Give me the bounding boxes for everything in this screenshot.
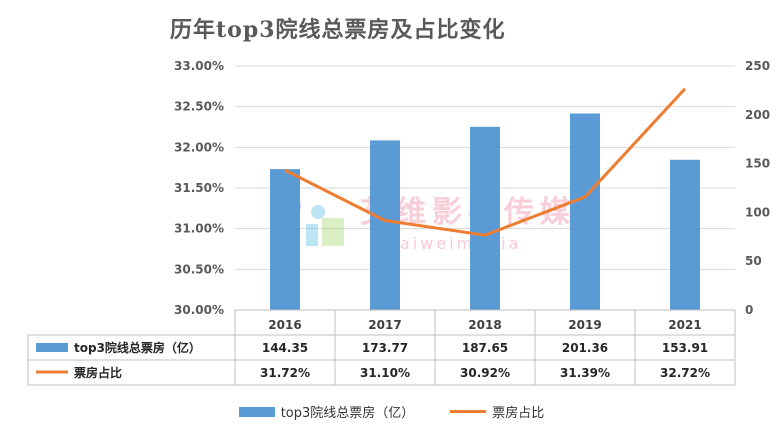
left-axis-tick-label: 32.00% [174,140,224,154]
legend-item-bars: top3院线总票房（亿） [238,402,415,421]
data-label-line: 31.39% [560,366,610,380]
data-table: 2016 2017 2018 2019 2021 top3院线总票房（亿） 144.35 17… [27,309,736,386]
left-axis: 30.00% 30.50% 31.00% 31.50% 32.00% 32.50% 33.0… [174,59,224,317]
data-label-bar: 144.35 [262,341,308,355]
data-label-bar: 173.77 [362,341,408,355]
bar-series [270,113,700,310]
right-axis-tick-label: 150 [745,157,770,171]
bar [370,140,400,310]
right-axis-tick-label: 100 [745,205,770,219]
chart-title: 历年top3院线总票房及占比变化 [170,17,506,43]
left-axis-tick-label: 31.50% [174,181,224,195]
legend: top3院线总票房（亿） 票房占比 [0,402,783,421]
bar [470,126,500,310]
left-axis-tick-label: 32.50% [174,100,224,114]
category-label: 2018 [468,318,501,332]
data-label-line: 31.72% [260,366,310,380]
table-legend-swatch-bars [36,343,68,352]
table-row-label-line: 票房占比 [74,365,122,380]
legend-swatch-line [450,410,487,413]
left-axis-tick-label: 30.50% [174,262,224,276]
watermark-block [306,224,318,246]
left-axis-tick-label: 30.00% [174,303,224,317]
category-label: 2019 [568,318,601,332]
legend-swatch-bars [238,406,275,417]
data-label-line: 32.72% [660,366,710,380]
watermark-dot [311,205,325,219]
data-label-line: 30.92% [460,366,510,380]
left-axis-tick-label: 31.00% [174,222,224,236]
data-label-bar: 201.36 [562,341,608,355]
data-label-line: 31.10% [360,366,410,380]
left-axis-tick-label: 33.00% [174,59,224,73]
line-series [284,87,687,237]
right-axis-tick-label: 50 [745,254,762,268]
watermark-text-en: aiweimedia [400,234,521,253]
legend-label-line: 票房占比 [492,406,545,421]
legend-label-bars: top3院线总票房（亿） [280,406,415,421]
bar [570,113,600,310]
legend-item-line: 票房占比 [450,402,544,421]
category-label: 2017 [368,318,401,332]
table-row-label-bars: top3院线总票房（亿） [74,340,201,355]
bar [670,159,700,310]
category-label: 2016 [268,318,301,332]
right-axis-tick-label: 250 [745,59,770,73]
data-label-bar: 153.91 [662,341,708,355]
watermark-block [322,218,344,246]
right-axis-tick-label: 200 [745,108,770,122]
data-label-bar: 187.65 [462,341,508,355]
category-label: 2021 [668,318,701,332]
bar [270,169,300,310]
right-axis: 0 50 100 150 200 250 [745,59,770,317]
right-axis-tick-label: 0 [745,303,753,317]
